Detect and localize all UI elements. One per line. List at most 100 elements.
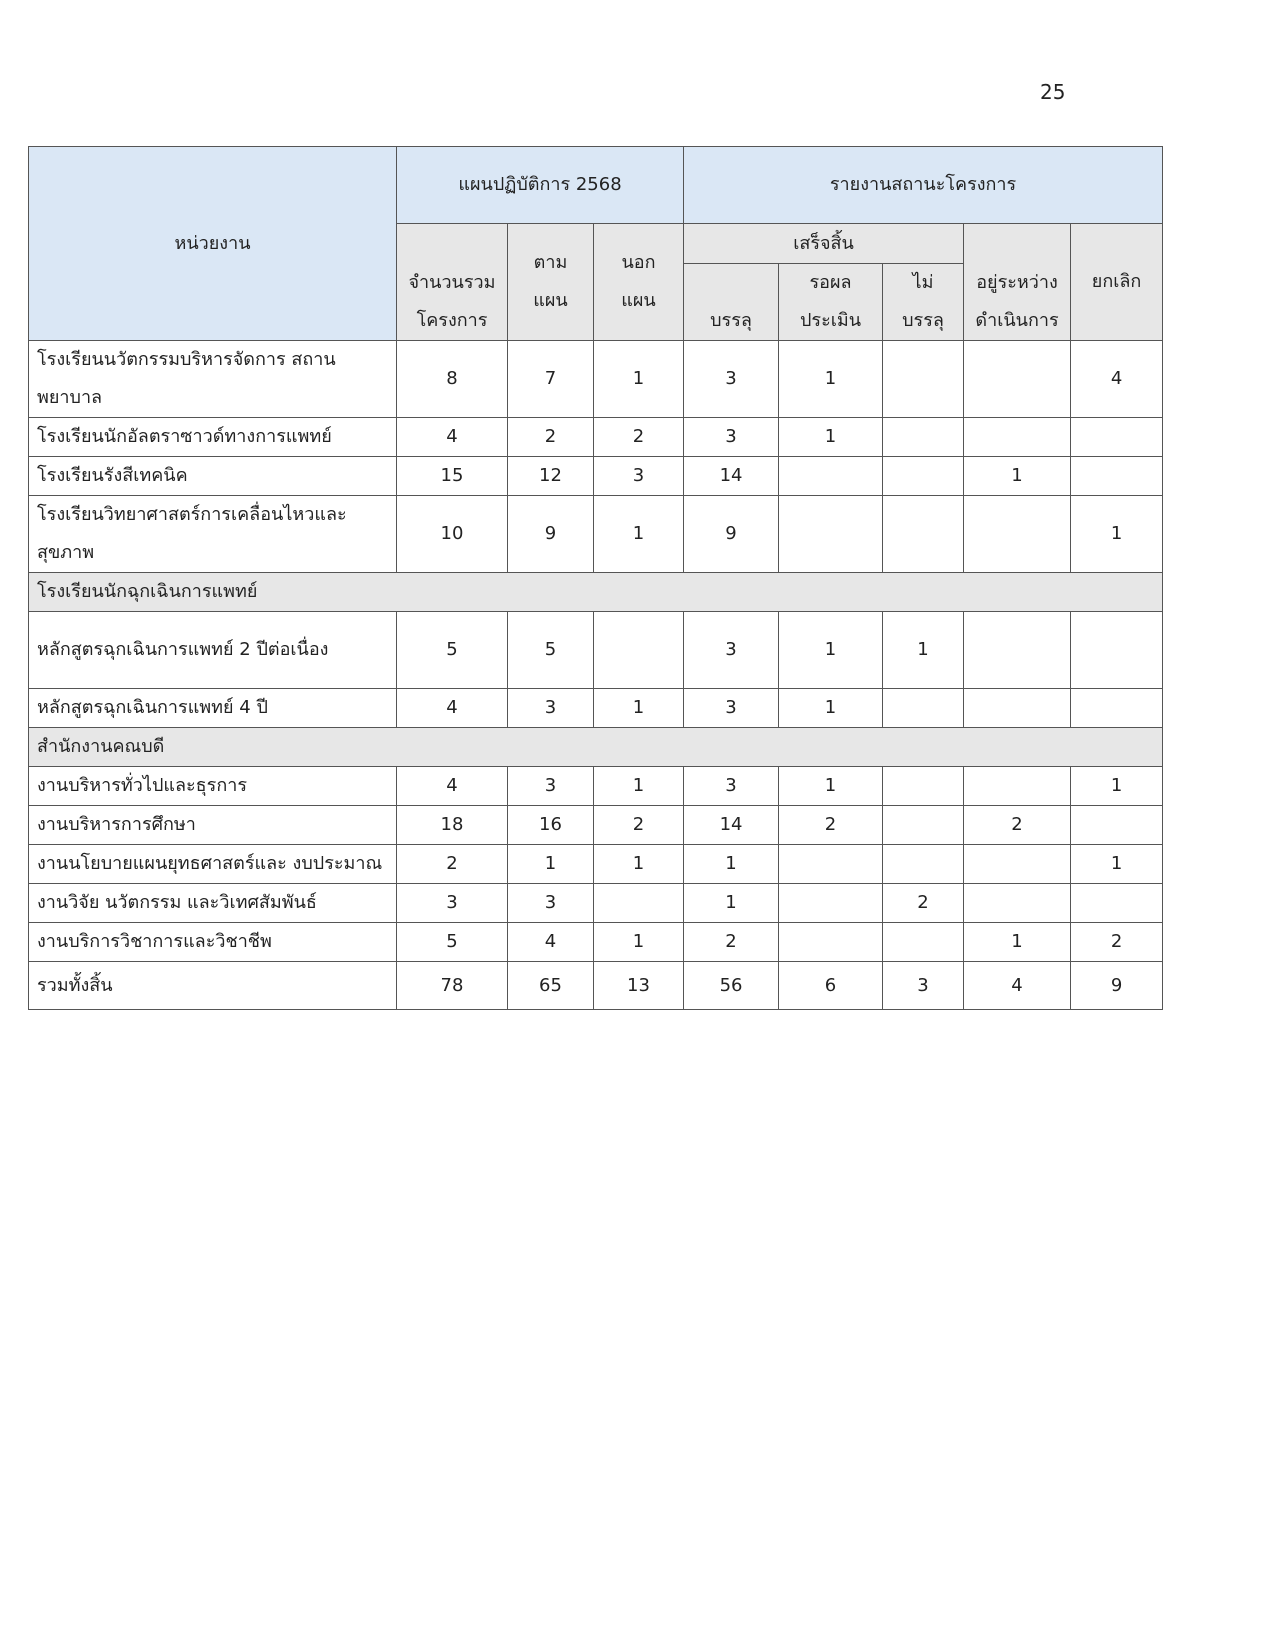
group-row: สำนักงานคณบดี	[29, 728, 1163, 767]
value-cell	[964, 689, 1071, 728]
unit-name: งานบริหารทั่วไปและธุรการ	[29, 767, 397, 806]
value-cell: 1	[684, 884, 779, 923]
header-plan-group: แผนปฏิบัติการ 2568	[397, 147, 684, 224]
table-row: งานนโยบายแผนยุทธศาสตร์และ งบประมาณ21111	[29, 845, 1163, 884]
value-cell: 1	[594, 341, 684, 418]
table-row: โรงเรียนนวัตกรรมบริหารจัดการ สถานพยาบาล8…	[29, 341, 1163, 418]
value-cell	[883, 923, 964, 962]
value-cell: 7	[508, 341, 594, 418]
value-cell: 1	[594, 767, 684, 806]
unit-name: โรงเรียนนวัตกรรมบริหารจัดการ สถานพยาบาล	[29, 341, 397, 418]
value-cell: 2	[684, 923, 779, 962]
page-number: 25	[1040, 80, 1065, 104]
value-cell: 4	[964, 962, 1071, 1010]
value-cell: 9	[508, 496, 594, 573]
value-cell: 8	[397, 341, 508, 418]
value-cell: 4	[1071, 341, 1163, 418]
header-not-achieved: ไม่ บรรลุ	[883, 264, 964, 341]
value-cell	[1071, 418, 1163, 457]
header-cancelled: ยกเลิก	[1071, 224, 1163, 341]
unit-name: โรงเรียนวิทยาศาสตร์การเคลื่อนไหวและ สุขภ…	[29, 496, 397, 573]
value-cell	[883, 418, 964, 457]
value-cell: 2	[508, 418, 594, 457]
value-cell: 3	[684, 767, 779, 806]
table-row: งานวิจัย นวัตกรรม และวิเทศสัมพันธ์3312	[29, 884, 1163, 923]
value-cell: 1	[964, 923, 1071, 962]
value-cell	[883, 457, 964, 496]
value-cell: 1	[684, 845, 779, 884]
value-cell: 1	[594, 689, 684, 728]
value-cell: 78	[397, 962, 508, 1010]
value-cell	[964, 496, 1071, 573]
value-cell: 2	[1071, 923, 1163, 962]
value-cell: 1	[1071, 496, 1163, 573]
unit-name: งานบริการวิชาการและวิชาชีพ	[29, 923, 397, 962]
header-in-progress: อยู่ระหว่าง ดำเนินการ	[964, 224, 1071, 341]
group-row: โรงเรียนนักฉุกเฉินการแพทย์	[29, 573, 1163, 612]
table-row: งานบริหารทั่วไปและธุรการ431311	[29, 767, 1163, 806]
value-cell: 16	[508, 806, 594, 845]
group-name: โรงเรียนนักฉุกเฉินการแพทย์	[29, 573, 1163, 612]
value-cell: 3	[684, 341, 779, 418]
table-row: โรงเรียนวิทยาศาสตร์การเคลื่อนไหวและ สุขภ…	[29, 496, 1163, 573]
unit-name: งานบริหารการศึกษา	[29, 806, 397, 845]
value-cell: 1	[1071, 767, 1163, 806]
unit-name: หลักสูตรฉุกเฉินการแพทย์ 4 ปี	[29, 689, 397, 728]
value-cell: 4	[397, 689, 508, 728]
value-cell: 1	[1071, 845, 1163, 884]
value-cell: 1	[883, 612, 964, 689]
value-cell	[594, 884, 684, 923]
header-out-plan: นอก แผน	[594, 224, 684, 341]
value-cell: 56	[684, 962, 779, 1010]
value-cell	[964, 767, 1071, 806]
group-name: สำนักงานคณบดี	[29, 728, 1163, 767]
total-row: รวมทั้งสิ้น786513566349	[29, 962, 1163, 1010]
header-total-projects: จำนวนรวม โครงการ	[397, 224, 508, 341]
value-cell	[964, 341, 1071, 418]
value-cell: 1	[594, 923, 684, 962]
value-cell: 9	[684, 496, 779, 573]
value-cell: 12	[508, 457, 594, 496]
value-cell: 2	[594, 418, 684, 457]
value-cell: 2	[397, 845, 508, 884]
value-cell: 4	[508, 923, 594, 962]
value-cell: 9	[1071, 962, 1163, 1010]
value-cell	[883, 845, 964, 884]
unit-name: โรงเรียนนักอัลตราซาวด์ทางการแพทย์	[29, 418, 397, 457]
table-row: งานบริหารการศึกษา181621422	[29, 806, 1163, 845]
table-row: หลักสูตรฉุกเฉินการแพทย์ 4 ปี43131	[29, 689, 1163, 728]
value-cell: 13	[594, 962, 684, 1010]
value-cell: 1	[779, 418, 883, 457]
value-cell: 3	[684, 612, 779, 689]
value-cell: 1	[779, 767, 883, 806]
table-row: โรงเรียนรังสีเทคนิค15123141	[29, 457, 1163, 496]
unit-name: งานวิจัย นวัตกรรม และวิเทศสัมพันธ์	[29, 884, 397, 923]
unit-name: หลักสูตรฉุกเฉินการแพทย์ 2 ปีต่อเนื่อง	[29, 612, 397, 689]
value-cell: 15	[397, 457, 508, 496]
unit-name: โรงเรียนรังสีเทคนิค	[29, 457, 397, 496]
value-cell: 1	[779, 612, 883, 689]
value-cell	[1071, 689, 1163, 728]
value-cell: 1	[779, 689, 883, 728]
value-cell: 3	[684, 418, 779, 457]
value-cell: 5	[397, 923, 508, 962]
value-cell: 1	[594, 845, 684, 884]
header-completed-group: เสร็จสิ้น	[684, 224, 964, 264]
project-status-table: หน่วยงาน แผนปฏิบัติการ 2568 รายงานสถานะโ…	[28, 146, 1163, 1010]
value-cell: 3	[684, 689, 779, 728]
value-cell: 14	[684, 457, 779, 496]
value-cell	[1071, 806, 1163, 845]
value-cell: 2	[964, 806, 1071, 845]
header-unit: หน่วยงาน	[29, 147, 397, 341]
value-cell	[883, 767, 964, 806]
value-cell: 4	[397, 418, 508, 457]
value-cell: 3	[883, 962, 964, 1010]
value-cell: 65	[508, 962, 594, 1010]
value-cell: 1	[779, 341, 883, 418]
value-cell	[964, 612, 1071, 689]
header-achieved: บรรลุ	[684, 264, 779, 341]
value-cell: 2	[594, 806, 684, 845]
value-cell: 3	[508, 689, 594, 728]
value-cell: 1	[594, 496, 684, 573]
value-cell	[779, 923, 883, 962]
